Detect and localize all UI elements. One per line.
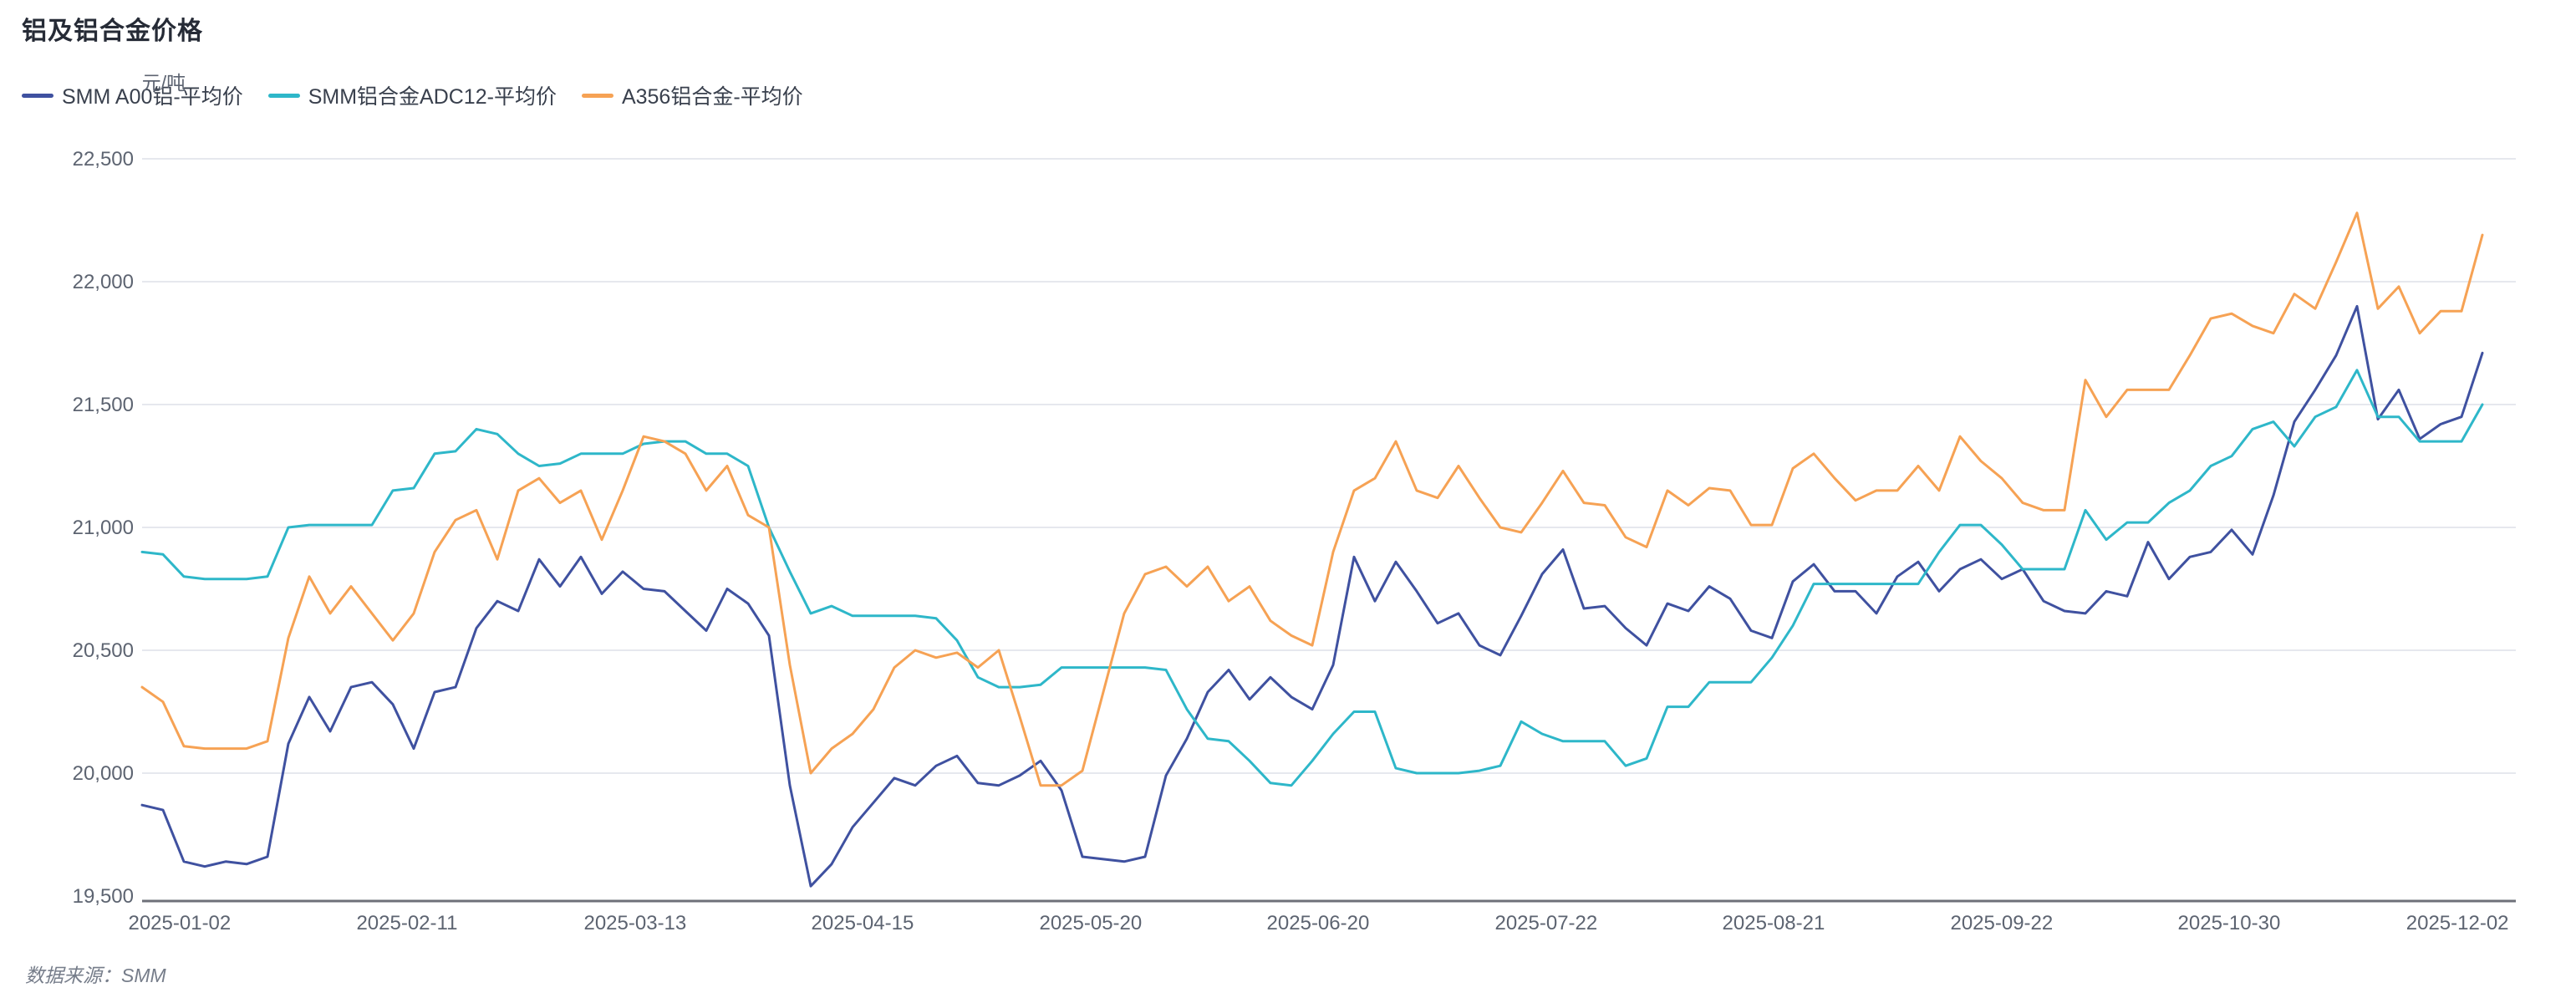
legend-item-0[interactable]: SMM A00铝-平均价 — [22, 80, 243, 110]
x-axis-tick-label: 2025-10-30 — [2178, 912, 2281, 934]
x-axis-tick-label: 2025-05-20 — [1039, 912, 1142, 934]
y-axis-unit-label: 元/吨 — [141, 72, 186, 94]
legend-swatch-icon — [22, 93, 53, 98]
legend-label: SMM铝合金ADC12-平均价 — [308, 85, 557, 109]
x-axis-tick-label: 2025-07-22 — [1494, 912, 1597, 934]
x-axis-tick-label: 2025-03-13 — [583, 912, 686, 934]
y-axis-tick-label: 21,500 — [73, 394, 134, 416]
x-axis-tick-label: 2025-04-15 — [812, 912, 914, 934]
y-axis-tick-label: 22,500 — [73, 148, 134, 171]
series-line-1[interactable] — [140, 369, 2484, 787]
legend-label: A356铝合金-平均价 — [621, 85, 803, 109]
page-title: 铝及铝合金价格 — [22, 18, 203, 45]
y-axis-tick-label: 21,000 — [73, 517, 134, 539]
series-line-0[interactable] — [140, 304, 2484, 888]
legend-swatch-icon — [267, 93, 300, 98]
legend-item-1[interactable]: SMM铝合金ADC12-平均价 — [267, 80, 557, 110]
x-axis-tick-label: 2025-06-20 — [1267, 912, 1370, 934]
x-axis-tick-label: 2025-01-02 — [128, 912, 231, 934]
y-axis-tick-label: 20,500 — [73, 639, 134, 662]
y-axis-tick-label: 20,000 — [73, 762, 134, 785]
data-source-note: 数据来源：SMM — [25, 965, 166, 986]
x-axis-tick-label: 2025-08-21 — [1723, 912, 1825, 934]
legend-label: SMM A00铝-平均价 — [62, 85, 243, 109]
x-axis-tick-label: 2025-09-22 — [1950, 912, 2053, 934]
legend-swatch-icon — [581, 93, 613, 98]
x-axis-tick-label: 2025-12-02 — [2406, 912, 2509, 934]
chart-legend: SMM A00铝-平均价 SMM铝合金ADC12-平均价 A356铝合金-平均价 — [22, 80, 803, 110]
legend-item-2[interactable]: A356铝合金-平均价 — [581, 80, 803, 110]
x-axis-tick-label: 2025-02-11 — [356, 912, 457, 934]
y-axis-tick-label: 22,000 — [73, 271, 134, 293]
series-line-2[interactable] — [140, 211, 2484, 787]
y-axis-tick-label: 19,500 — [73, 885, 134, 908]
